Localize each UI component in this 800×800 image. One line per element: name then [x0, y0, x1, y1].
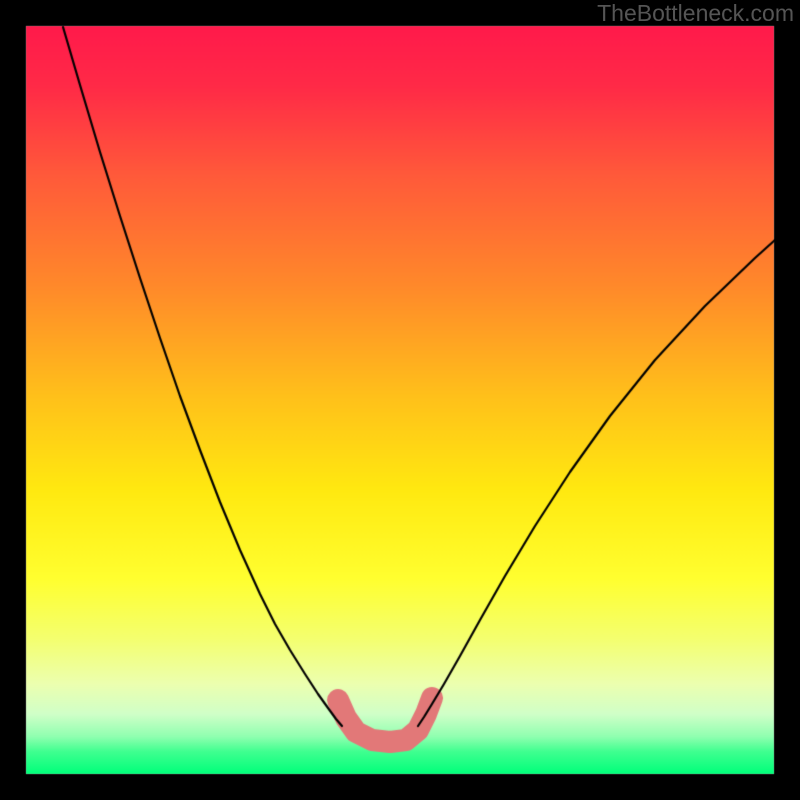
watermark-text: TheBottleneck.com	[597, 0, 794, 27]
chart-stage: TheBottleneck.com	[0, 0, 800, 800]
black-border	[0, 0, 800, 800]
